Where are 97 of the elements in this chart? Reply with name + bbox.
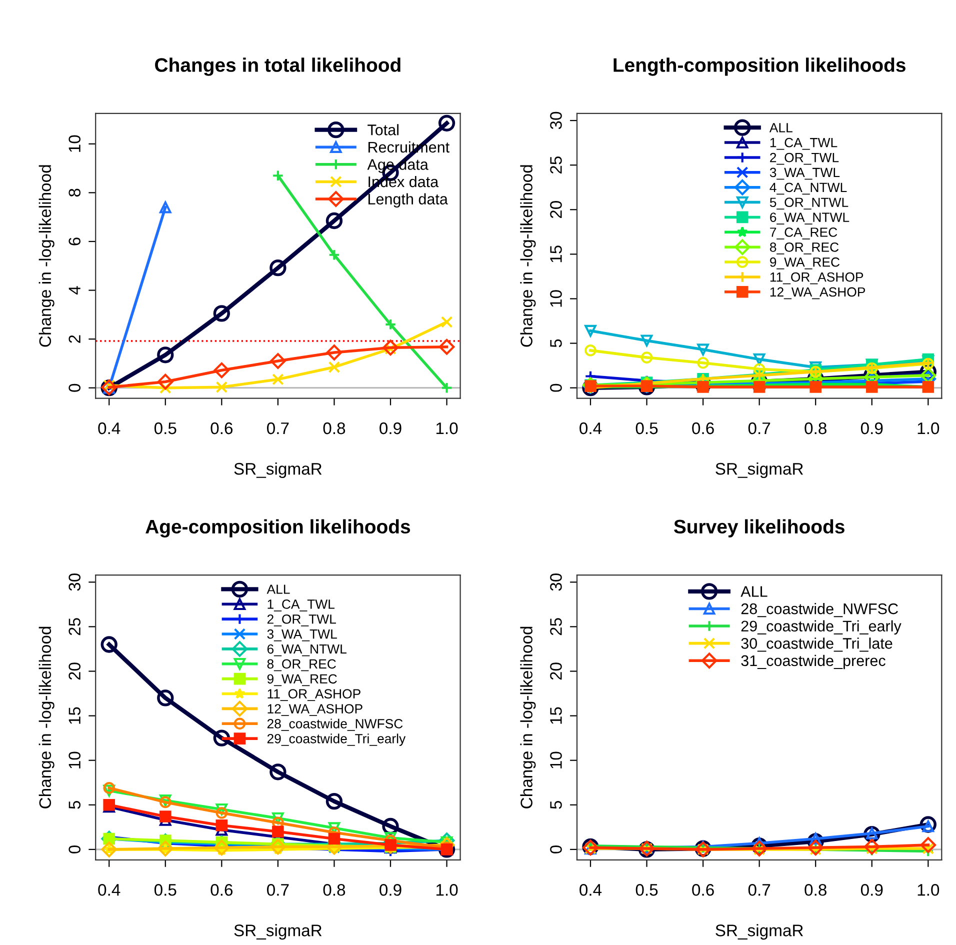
y-tick-label: 10 xyxy=(550,752,562,768)
x-tick-label: 0.6 xyxy=(210,884,233,896)
y-tick-label: 0 xyxy=(550,384,562,392)
y-tick-label: 10 xyxy=(68,752,80,768)
y-axis-title: Change in -log-likelihood xyxy=(38,165,54,347)
legend-label: ALL xyxy=(740,586,768,597)
legend-label: 1_CA_TWL xyxy=(770,138,838,150)
legend-label: 12_WA_ASHOP xyxy=(268,704,362,716)
x-tick-label: 0.4 xyxy=(98,884,120,896)
x-tick-label: 0.6 xyxy=(210,422,233,434)
legend-label: 3_WA_TWL xyxy=(770,168,840,180)
legend-label: ALL xyxy=(769,123,792,132)
y-tick-label: 10 xyxy=(550,290,562,307)
y-tick-label: 5 xyxy=(550,339,562,348)
y-tick-label: 30 xyxy=(550,574,562,591)
legend-label: 8_OR_REC xyxy=(770,242,839,254)
y-tick-label: 0 xyxy=(68,845,80,854)
legend-label: 29_coastwide_Tri_early xyxy=(267,734,406,746)
x-tick-label: 0.7 xyxy=(267,884,289,896)
y-tick-label: 20 xyxy=(68,662,80,680)
y-tick-label: 15 xyxy=(550,246,562,262)
chart-title: Age-composition likelihoods xyxy=(146,519,410,538)
x-tick-label: 0.5 xyxy=(636,884,658,896)
y-tick-label: 25 xyxy=(550,156,562,174)
legend-label: 1_CA_TWL xyxy=(268,600,335,612)
x-axis-title: SR_sigmaR xyxy=(234,462,322,478)
y-tick-label: 5 xyxy=(68,800,80,809)
x-tick-label: 0.9 xyxy=(380,422,402,434)
x-tick-label: 0.6 xyxy=(692,884,714,896)
chart-title: Survey likelihoods xyxy=(674,519,844,538)
x-axis-title: SR_sigmaR xyxy=(716,462,804,478)
legend-label: 8_OR_REC xyxy=(267,659,336,672)
x-tick-label: 0.5 xyxy=(154,422,176,434)
legend-label: 3_WA_TWL xyxy=(267,629,337,642)
legend-label: 5_OR_NTWL xyxy=(770,198,848,210)
legend-label: 29_coastwide_Tri_early xyxy=(741,620,902,635)
legend-label: 28_coastwide_NWFSC xyxy=(741,603,898,618)
x-tick-label: 0.7 xyxy=(267,422,289,434)
legend-label: 7_CA_REC xyxy=(770,228,838,240)
legend-label: 11_OR_ASHOP xyxy=(268,689,360,701)
y-tick-label: 15 xyxy=(68,707,80,724)
chart-title: Length-composition likelihoods xyxy=(614,58,906,76)
legend-label: ALL xyxy=(266,584,290,594)
x-tick-label: 0.9 xyxy=(860,884,883,896)
x-tick-label: 0.5 xyxy=(636,422,658,434)
legend-label: 6_WA_NTWL xyxy=(267,644,346,656)
y-axis-title: Change in -log-likelihood xyxy=(520,626,536,808)
y-tick-label: 2 xyxy=(68,335,80,343)
chart-title: Changes in total likelihood xyxy=(155,58,400,76)
x-tick-label: 0.5 xyxy=(154,884,176,896)
y-tick-label: 20 xyxy=(550,662,562,680)
legend-label: Length data xyxy=(368,193,448,208)
legend-label: 31_coastwide_prerec xyxy=(741,654,886,670)
x-tick-label: 0.4 xyxy=(580,884,602,896)
y-tick-label: 8 xyxy=(68,188,80,197)
x-tick-label: 0.7 xyxy=(748,422,770,434)
y-tick-label: 30 xyxy=(68,574,80,591)
y-tick-label: 4 xyxy=(68,286,80,295)
legend-label: Total xyxy=(368,124,398,136)
x-tick-label: 0.9 xyxy=(380,884,402,896)
x-tick-label: 1.0 xyxy=(918,422,940,434)
legend-label: 2_OR_TWL xyxy=(770,152,839,165)
x-tick-label: 1.0 xyxy=(436,884,458,896)
y-axis-title: Change in -log-likelihood xyxy=(38,626,54,808)
legend-label: 2_OR_TWL xyxy=(267,614,336,626)
y-tick-label: 0 xyxy=(550,845,562,854)
x-axis-title: SR_sigmaR xyxy=(234,924,322,940)
y-tick-label: 30 xyxy=(550,112,562,130)
y-tick-label: 0 xyxy=(68,384,80,392)
x-tick-label: 0.8 xyxy=(323,884,346,896)
x-axis-title: SR_sigmaR xyxy=(716,924,804,940)
y-tick-label: 5 xyxy=(550,800,562,809)
y-axis-title: Change in -log-likelihood xyxy=(520,165,536,347)
x-tick-label: 0.8 xyxy=(323,422,346,434)
y-tick-label: 10 xyxy=(68,135,80,152)
y-tick-label: 15 xyxy=(550,707,562,724)
x-tick-label: 0.4 xyxy=(580,422,602,434)
y-tick-label: 6 xyxy=(68,238,80,246)
legend-label: 4_CA_NTWL xyxy=(770,182,847,195)
x-tick-label: 0.7 xyxy=(748,884,770,896)
x-tick-label: 0.8 xyxy=(804,422,826,434)
legend-label: 30_coastwide_Tri_late xyxy=(741,638,892,652)
x-tick-label: 0.8 xyxy=(804,884,826,896)
legend-label: 12_WA_ASHOP xyxy=(770,287,866,300)
y-tick-label: 25 xyxy=(550,618,562,636)
y-tick-label: 25 xyxy=(68,618,80,636)
legend-label: 9_WA_REC xyxy=(770,257,840,270)
x-tick-label: 0.9 xyxy=(860,422,883,434)
legend-label: 6_WA_NTWL xyxy=(770,212,850,224)
x-tick-label: 1.0 xyxy=(918,884,940,896)
x-tick-label: 0.4 xyxy=(98,422,120,434)
legend-label: 28_coastwide_NWFSC xyxy=(267,718,403,731)
y-tick-label: 20 xyxy=(550,201,562,218)
x-tick-label: 1.0 xyxy=(436,422,458,434)
x-tick-label: 0.6 xyxy=(692,422,714,434)
legend-label: 9_WA_REC xyxy=(267,674,337,686)
legend-label: 11_OR_ASHOP xyxy=(770,272,864,284)
